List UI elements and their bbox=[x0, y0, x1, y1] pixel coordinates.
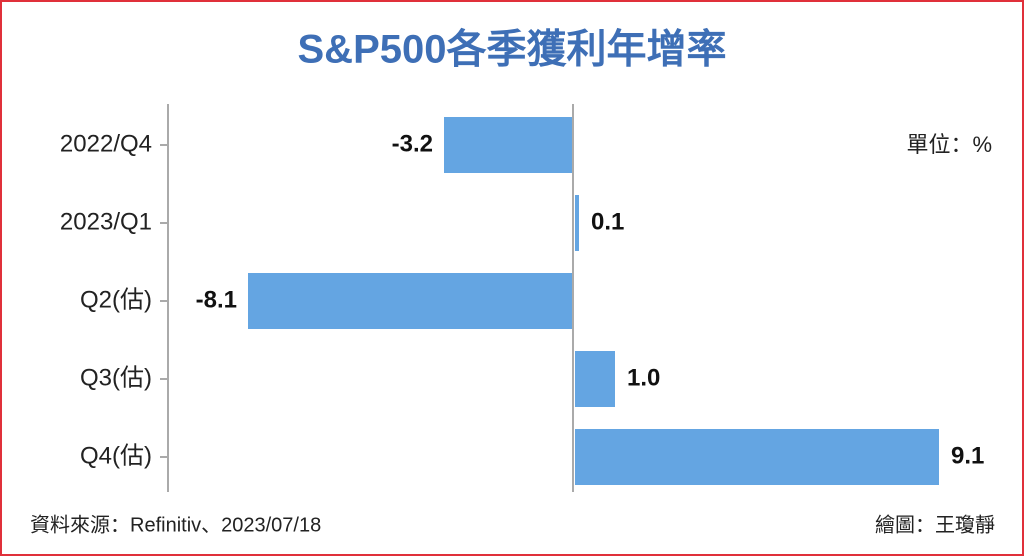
source-note: 資料來源：Refinitiv、2023/07/18 bbox=[30, 513, 321, 536]
y-tick-label: 2023/Q1 bbox=[60, 208, 152, 235]
data-label: 0.1 bbox=[591, 208, 624, 235]
y-tick-label: Q3(估) bbox=[80, 364, 152, 391]
unit-label: 單位：% bbox=[906, 132, 992, 157]
data-label: 1.0 bbox=[627, 364, 660, 391]
bar bbox=[575, 351, 615, 407]
credit-note: 繪圖：王瓊靜 bbox=[875, 513, 995, 536]
data-label: -3.2 bbox=[392, 130, 433, 157]
bar bbox=[248, 273, 572, 329]
chart-title: S&P500各季獲利年增率 bbox=[298, 28, 727, 72]
bar bbox=[575, 195, 579, 251]
data-label: -8.1 bbox=[196, 286, 237, 313]
data-label: 9.1 bbox=[951, 442, 984, 469]
y-tick-label: Q2(估) bbox=[80, 286, 152, 313]
y-tick-label: 2022/Q4 bbox=[60, 130, 152, 157]
y-tick-label: Q4(估) bbox=[80, 442, 152, 469]
bar bbox=[444, 117, 572, 173]
bar bbox=[575, 429, 939, 485]
